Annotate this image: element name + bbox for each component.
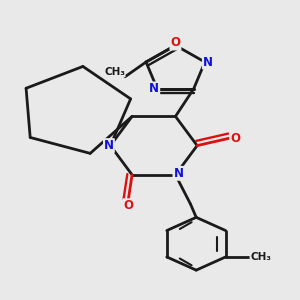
Text: N: N — [173, 167, 184, 180]
Text: O: O — [170, 37, 181, 50]
Text: N: N — [104, 139, 114, 152]
Text: O: O — [230, 132, 240, 145]
Text: N: N — [203, 56, 213, 68]
Text: O: O — [123, 199, 133, 212]
Text: CH₃: CH₃ — [104, 67, 125, 77]
Text: CH₃: CH₃ — [250, 252, 271, 262]
Text: N: N — [149, 82, 159, 95]
